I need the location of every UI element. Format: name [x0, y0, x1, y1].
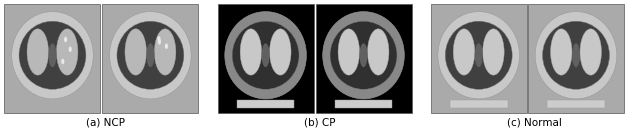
Ellipse shape	[12, 12, 93, 99]
Text: (c) Normal: (c) Normal	[507, 118, 562, 128]
Ellipse shape	[56, 29, 78, 75]
Ellipse shape	[438, 12, 520, 99]
Bar	[335, 100, 392, 108]
Ellipse shape	[330, 21, 397, 89]
Ellipse shape	[543, 21, 609, 89]
Ellipse shape	[157, 36, 161, 42]
Ellipse shape	[64, 37, 67, 42]
Bar	[4, 4, 100, 113]
Bar	[102, 4, 198, 113]
Bar	[450, 100, 508, 108]
Bar	[431, 4, 527, 113]
Ellipse shape	[68, 46, 72, 52]
Ellipse shape	[580, 29, 602, 75]
Ellipse shape	[117, 21, 184, 89]
Bar	[528, 4, 624, 113]
Ellipse shape	[535, 12, 617, 99]
Ellipse shape	[550, 29, 572, 75]
Ellipse shape	[165, 43, 168, 49]
Ellipse shape	[453, 29, 475, 75]
Ellipse shape	[323, 12, 404, 99]
Ellipse shape	[158, 39, 161, 45]
Ellipse shape	[125, 29, 147, 75]
Ellipse shape	[232, 21, 299, 89]
Ellipse shape	[154, 29, 176, 75]
Ellipse shape	[475, 43, 483, 67]
Ellipse shape	[338, 29, 360, 75]
Ellipse shape	[445, 21, 512, 89]
Ellipse shape	[27, 29, 49, 75]
Bar	[316, 4, 412, 113]
Bar	[218, 4, 314, 113]
Ellipse shape	[61, 59, 65, 64]
Bar	[237, 100, 294, 108]
Ellipse shape	[262, 43, 269, 67]
Ellipse shape	[360, 43, 367, 67]
Ellipse shape	[109, 12, 191, 99]
Ellipse shape	[367, 29, 389, 75]
Ellipse shape	[49, 43, 56, 67]
Ellipse shape	[269, 29, 291, 75]
Ellipse shape	[19, 21, 86, 89]
Ellipse shape	[147, 43, 154, 67]
Ellipse shape	[240, 29, 262, 75]
Text: (b) CP: (b) CP	[304, 118, 336, 128]
Ellipse shape	[572, 43, 580, 67]
Ellipse shape	[483, 29, 504, 75]
Bar	[547, 100, 605, 108]
Ellipse shape	[225, 12, 307, 99]
Text: (a) NCP: (a) NCP	[86, 118, 125, 128]
